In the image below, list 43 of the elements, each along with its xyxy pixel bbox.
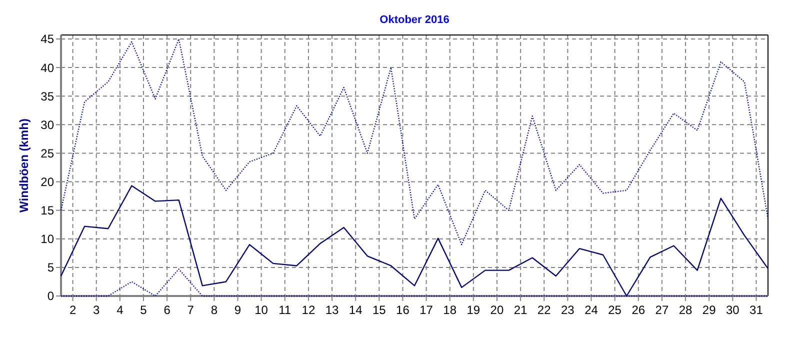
y-tick-label: 35 <box>40 89 54 104</box>
x-tick-label: 6 <box>164 303 171 317</box>
y-tick-label: 20 <box>40 174 54 189</box>
y-axis-title: Windböen (kmh) <box>17 118 31 212</box>
line-series <box>60 38 769 246</box>
y-tick-label: 10 <box>40 232 54 246</box>
x-tick-label: 18 <box>443 303 457 317</box>
y-tick-label: 45 <box>40 32 54 46</box>
x-tick-label: 11 <box>278 303 292 317</box>
x-tick-label: 29 <box>702 303 716 317</box>
x-tick-label: 5 <box>140 303 148 317</box>
x-tick-label: 23 <box>561 303 575 317</box>
x-tick-label: 31 <box>750 303 764 317</box>
x-tick-label: 26 <box>632 303 646 317</box>
x-tick-label: 3 <box>93 303 100 317</box>
x-tick-label: 14 <box>348 303 363 317</box>
x-tick-label: 13 <box>325 303 340 317</box>
x-tick-label: 7 <box>187 303 194 317</box>
x-tick-label: 30 <box>726 303 740 317</box>
x-tick-label: 9 <box>234 303 242 317</box>
x-tick-label: 10 <box>254 303 268 317</box>
x-tick-label: 22 <box>537 303 552 317</box>
x-tick-label: 20 <box>490 303 504 317</box>
x-tick-label: 8 <box>210 303 218 317</box>
x-tick-label: 27 <box>655 303 669 317</box>
y-tick-label: 0 <box>47 289 54 304</box>
y-tick-label: 40 <box>40 60 54 75</box>
y-tick-label: 5 <box>47 260 54 275</box>
x-tick-label: 12 <box>302 303 316 317</box>
x-tick-label: 17 <box>420 303 434 317</box>
chart-title: Oktober 2016 <box>380 14 450 26</box>
x-tick-label: 16 <box>396 303 410 317</box>
y-tick-label: 25 <box>40 146 54 160</box>
x-tick-label: 25 <box>608 303 622 317</box>
x-tick-label: 19 <box>466 303 480 317</box>
x-tick-label: 24 <box>584 303 598 317</box>
x-tick-label: 4 <box>116 303 124 317</box>
x-tick-label: 2 <box>69 303 76 317</box>
x-tick-label: 28 <box>678 303 693 317</box>
y-tick-label: 30 <box>40 118 54 132</box>
x-tick-label: 21 <box>514 303 528 317</box>
y-tick-label: 15 <box>40 204 54 218</box>
x-tick-label: 15 <box>372 303 386 317</box>
